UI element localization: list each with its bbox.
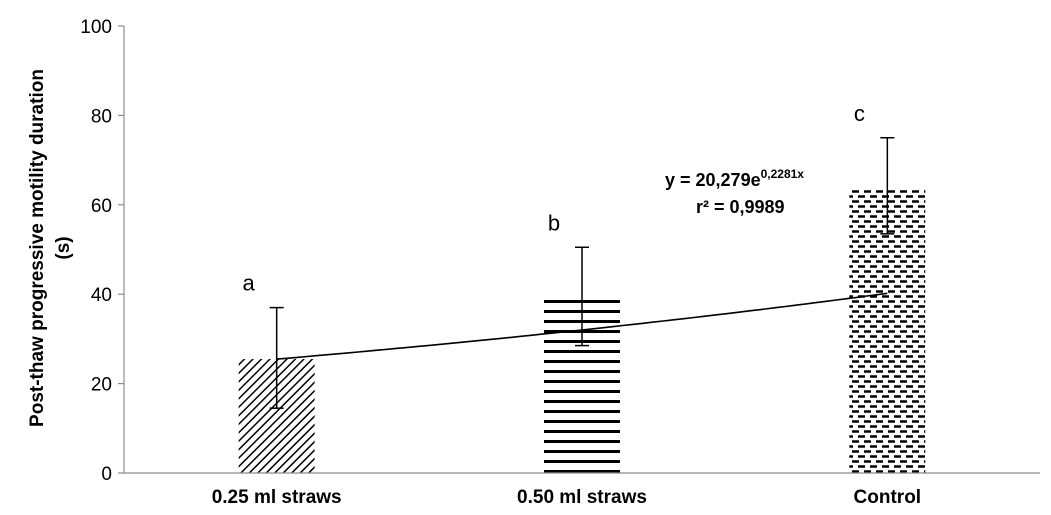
y-tick-label: 0 bbox=[101, 464, 112, 485]
y-axis-label: Post-thaw progressive motility duration … bbox=[27, 69, 74, 427]
significance-letter: b bbox=[548, 210, 560, 235]
x-axis: 0.25 ml straws 0.50 ml straws Control bbox=[124, 472, 1040, 508]
equation-exponent: 0,2281x bbox=[761, 167, 805, 181]
y-tick-label: 100 bbox=[80, 17, 112, 38]
y-tick-label: 20 bbox=[91, 375, 112, 396]
error-bar bbox=[880, 137, 895, 235]
significance-letters-group: a b c bbox=[243, 101, 865, 296]
y-tick-label: 40 bbox=[91, 285, 112, 306]
error-bar bbox=[575, 246, 589, 347]
y-axis-label-line1: Post-thaw progressive motility duration bbox=[27, 69, 48, 427]
error-bar bbox=[269, 306, 284, 409]
y-axis: 0 20 40 60 80 100 bbox=[80, 17, 125, 485]
x-category-label: Control bbox=[854, 487, 922, 508]
significance-letter: c bbox=[854, 101, 865, 126]
significance-letter: a bbox=[243, 271, 256, 296]
x-category-label: 0.50 ml straws bbox=[517, 487, 647, 508]
trendline-equation: y = 20,279e0,2281x r² = 0,9989 bbox=[665, 167, 804, 217]
y-tick-label: 80 bbox=[91, 106, 112, 127]
r-squared-text: r² = 0,9989 bbox=[696, 197, 785, 217]
equation-text: y = 20,279e0,2281x bbox=[665, 167, 804, 190]
error-bars-group bbox=[269, 137, 895, 409]
x-category-label: 0.25 ml straws bbox=[212, 487, 342, 508]
y-axis-label-line2: (s) bbox=[53, 236, 74, 259]
bar bbox=[849, 189, 926, 473]
equation-base: y = 20,279e bbox=[665, 170, 761, 190]
y-tick-label: 60 bbox=[91, 196, 112, 217]
